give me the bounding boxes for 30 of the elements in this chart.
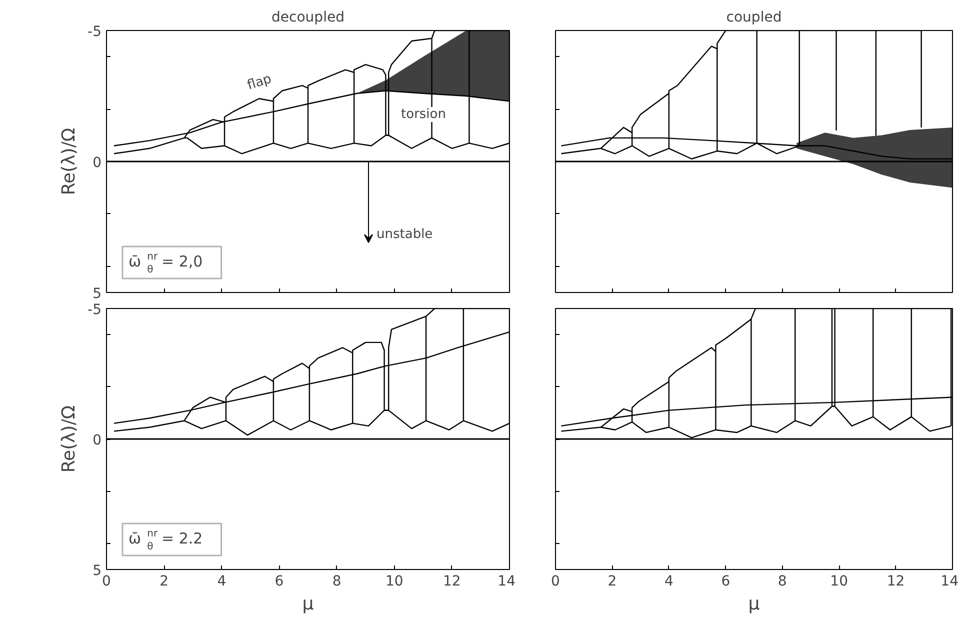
x-tick-label: 14 — [940, 574, 958, 590]
y-tick-label: -5 — [88, 302, 102, 318]
annotation: torsion — [401, 107, 446, 122]
y-tick-label: 5 — [92, 286, 102, 302]
x-tick-label: 6 — [274, 574, 284, 590]
x-tick-label: 8 — [778, 574, 787, 590]
chart-title: coupled — [726, 10, 782, 26]
x-tick-label: 0 — [551, 574, 560, 590]
y-tick-label: -5 — [88, 24, 102, 40]
x-tick-label: 8 — [332, 574, 342, 590]
x-tick-label: 14 — [498, 574, 516, 590]
annotation: unstable — [376, 227, 433, 242]
y-axis-title: Re(λ)/Ω — [58, 128, 80, 196]
annotation: flap — [246, 72, 274, 94]
x-tick-label: 12 — [886, 574, 905, 590]
x-axis-title: μ — [748, 594, 760, 614]
x-axis-title: μ — [302, 594, 314, 614]
chart-title: decoupled — [272, 10, 344, 26]
y-axis-title: Re(λ)/Ω — [58, 405, 80, 473]
x-tick-label: 6 — [721, 574, 730, 590]
y-tick-label: 0 — [92, 432, 102, 448]
x-tick-label: 2 — [160, 574, 169, 590]
x-tick-label: 12 — [443, 574, 461, 590]
x-tick-label: 4 — [217, 574, 226, 590]
x-tick-label: 2 — [608, 574, 617, 590]
y-tick-label: 0 — [92, 155, 102, 171]
y-tick-label: 5 — [92, 563, 102, 579]
x-tick-label: 10 — [830, 574, 848, 590]
x-tick-label: 4 — [664, 574, 674, 590]
x-tick-label: 10 — [385, 574, 404, 590]
